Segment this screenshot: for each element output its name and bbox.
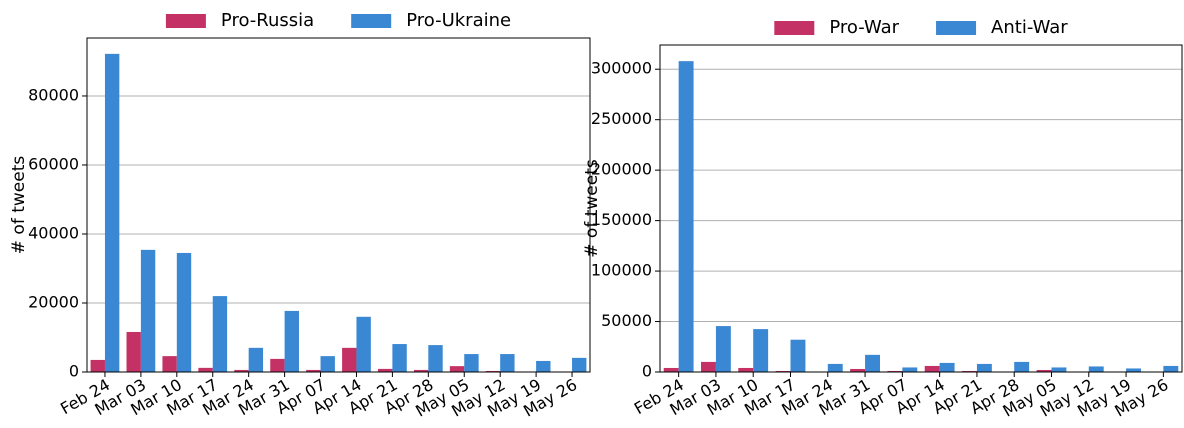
legend-label: Pro-War (829, 17, 899, 38)
y-tick-label: 150000 (591, 210, 652, 229)
bar (924, 365, 940, 372)
legend: Pro-War Anti-War (774, 17, 1068, 38)
bar (378, 368, 393, 372)
legend-swatch (165, 14, 206, 28)
bar (428, 345, 443, 372)
bar (775, 370, 791, 372)
legend-label: Pro-Russia (221, 10, 314, 31)
bar (140, 249, 156, 372)
bar (356, 316, 371, 372)
bar (887, 370, 903, 372)
bar (284, 310, 299, 372)
bar (248, 347, 264, 372)
bar (865, 354, 880, 372)
bar (500, 354, 515, 372)
bar (976, 363, 992, 372)
bar (1163, 365, 1179, 372)
bar (162, 356, 177, 372)
y-tick-label: 60000 (28, 154, 79, 173)
bar (536, 360, 551, 372)
bar (1036, 369, 1052, 372)
legend: Pro-Russia Pro-Ukraine (165, 10, 511, 31)
plot-frame (86, 37, 591, 373)
bar (850, 368, 866, 372)
bar (270, 358, 285, 372)
bar (738, 367, 754, 372)
y-tick-label: 50000 (601, 311, 652, 330)
bar (464, 354, 479, 372)
bar (715, 326, 731, 372)
legend-swatch (936, 21, 977, 35)
y-axis-label: # of tweets (582, 159, 602, 258)
legend-label: Anti-War (991, 17, 1068, 38)
bar (485, 370, 501, 372)
legend-label: Pro-Ukraine (406, 10, 511, 31)
bar (104, 53, 120, 373)
bar (198, 367, 213, 372)
bar (413, 369, 429, 372)
y-tick-label: 250000 (591, 109, 652, 128)
bar (701, 361, 716, 372)
bar (90, 359, 105, 372)
bar (234, 369, 249, 372)
y-tick-label: 100000 (591, 261, 652, 280)
bar (212, 296, 228, 372)
bar (1126, 368, 1141, 372)
bar (306, 369, 321, 372)
bar (1088, 366, 1104, 372)
bar (753, 329, 769, 372)
bar (320, 356, 335, 372)
y-tick-label: 300000 (591, 59, 652, 78)
y-tick-label: 80000 (28, 85, 79, 104)
bar (902, 367, 918, 372)
y-tick-label: 200000 (591, 160, 652, 179)
bar (392, 344, 407, 372)
bar (449, 366, 465, 372)
bar (572, 357, 587, 372)
bar (176, 252, 192, 372)
bar (790, 339, 806, 372)
y-tick-label: 20000 (28, 292, 79, 311)
bar (827, 363, 843, 372)
bar (939, 362, 955, 372)
bar (126, 331, 141, 372)
bar (1051, 367, 1067, 372)
y-axis-label: # of tweets (9, 156, 29, 255)
y-tick-label: 40000 (28, 223, 79, 242)
legend-swatch (774, 21, 815, 35)
legend-swatch (351, 14, 392, 28)
bar (1014, 361, 1030, 372)
bar (962, 370, 977, 372)
y-tick-label: 0 (69, 362, 79, 381)
y-tick-label: 0 (642, 362, 652, 381)
bar (342, 347, 357, 372)
plot-frame (659, 44, 1183, 373)
bar (663, 367, 679, 372)
bar (678, 61, 694, 373)
